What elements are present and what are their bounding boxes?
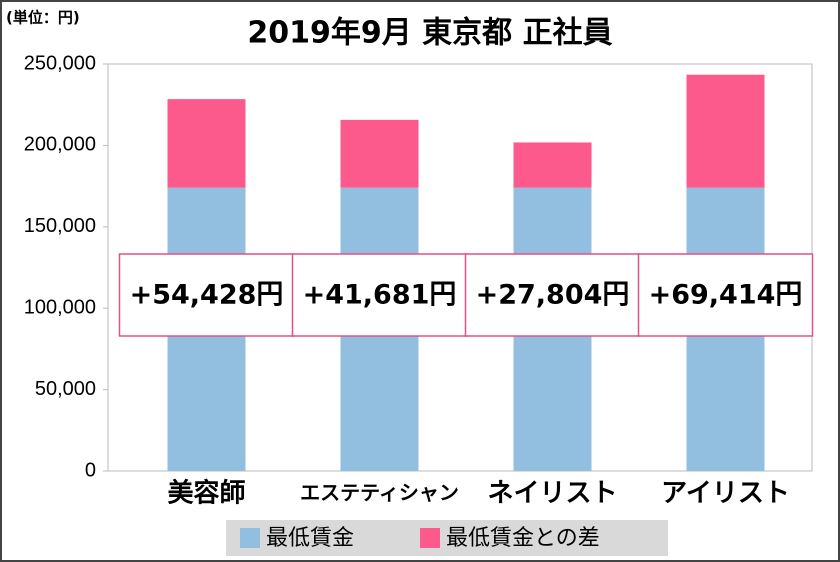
value-label: +27,804円 <box>476 280 630 311</box>
value-label: +69,414円 <box>649 280 803 311</box>
value-label-box <box>637 253 814 337</box>
bar-segment <box>340 119 419 188</box>
legend <box>226 520 668 556</box>
value-label-box <box>118 253 295 337</box>
value-label: +54,428円 <box>130 280 284 311</box>
legend-swatch <box>420 528 440 548</box>
y-tick-label: 0 <box>85 459 96 481</box>
chart-title: 2019年9月 東京都 正社員 <box>247 16 612 51</box>
legend-swatch <box>240 528 260 548</box>
bar-segment <box>167 99 246 188</box>
y-tick-label: 100,000 <box>24 296 96 318</box>
legend-label: 最低賃金との差 <box>446 526 600 551</box>
x-tick-label: エステティシャン <box>300 481 459 505</box>
y-tick-label: 50,000 <box>35 378 96 400</box>
legend-label: 最低賃金 <box>266 526 354 551</box>
y-tick-label: 150,000 <box>24 215 96 237</box>
x-tick-label: ネイリスト <box>487 479 617 509</box>
y-tick-label: 200,000 <box>24 134 96 156</box>
bar-segment <box>686 74 765 188</box>
bar-segment <box>513 142 592 188</box>
y-tick-label: 250,000 <box>24 52 96 74</box>
x-tick-label: アイリスト <box>661 479 790 509</box>
x-tick-label: 美容師 <box>167 478 245 509</box>
unit-label: (単位：円) <box>6 9 80 27</box>
value-label-box <box>464 253 641 337</box>
value-label: +41,681円 <box>303 280 457 311</box>
value-label-box <box>291 253 468 337</box>
